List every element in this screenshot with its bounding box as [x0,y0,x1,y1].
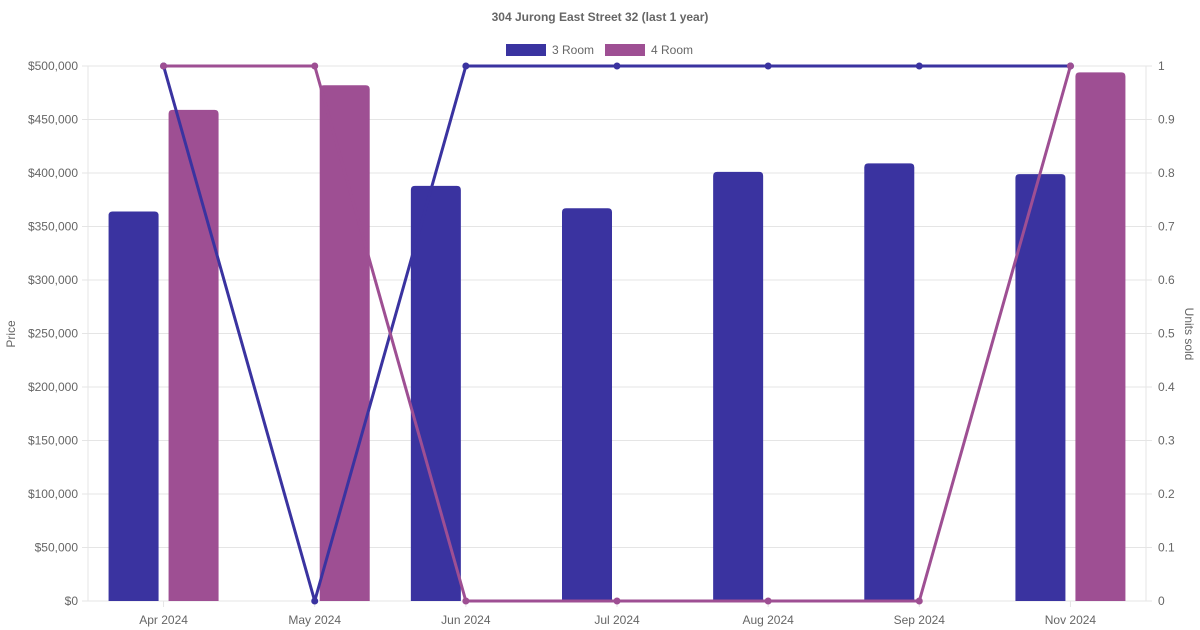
lines [160,62,1074,605]
y-left-tick-label: $200,000 [28,380,78,394]
x-tick-label-sep-2024: Sep 2024 [894,613,946,627]
point-4-room-aug-2024 [764,597,772,605]
y-right-tick-label: 1 [1158,59,1165,73]
point-3-room-jul-2024 [613,62,621,70]
legend-item-4-room[interactable]: 4 Room [605,43,693,57]
point-3-room-jun-2024 [462,62,470,70]
bar-3-room-sep-2024 [864,163,915,601]
bar-4-room-apr-2024 [168,109,219,602]
bar-3-room-nov-2024 [1015,174,1066,601]
bars [108,72,1126,602]
point-4-room-may-2024 [311,62,319,70]
point-4-room-jun-2024 [462,597,470,605]
bar-3-room-jun-2024 [410,185,461,601]
legend-label-4-room: 4 Room [651,43,693,57]
legend-swatch-3-room [506,44,546,56]
y-axis-left: $0 $50,000 $100,000 $150,000 $200,000 $250,00… [28,59,78,608]
point-4-room-apr-2024 [160,62,168,70]
chart-title: 304 Jurong East Street 32 (last 1 year) [492,10,709,24]
x-tick-label-jul-2024: Jul 2024 [594,613,640,627]
y-right-tick-label: 0.4 [1158,380,1175,394]
y-left-tick-label: $350,000 [28,220,78,234]
y-left-tick-label: $400,000 [28,166,78,180]
y-right-tick-label: 0.8 [1158,166,1175,180]
y-right-tick-label: 0.6 [1158,273,1175,287]
y-left-tick-label: $500,000 [28,59,78,73]
bar-4-room-may-2024 [319,85,370,601]
y-left-tick-label: $100,000 [28,487,78,501]
legend: 3 Room 4 Room [506,43,693,57]
point-4-room-sep-2024 [915,597,923,605]
y-right-tick-label: 0.3 [1158,434,1175,448]
x-tick-label-may-2024: May 2024 [288,613,341,627]
y-left-tick-label: $150,000 [28,434,78,448]
point-4-room-jul-2024 [613,597,621,605]
y-right-tick-label: 0.5 [1158,327,1175,341]
x-axis: Apr 2024 May 2024 Jun 2024 Jul 2024 Aug 2024… [139,613,1096,627]
y-left-tick-label: $300,000 [28,273,78,287]
y-left-tick-label: $450,000 [28,113,78,127]
y-left-tick-label: $250,000 [28,327,78,341]
bar-3-room-aug-2024 [713,171,764,601]
legend-swatch-4-room [605,44,645,56]
legend-label-3-room: 3 Room [552,43,594,57]
point-3-room-may-2024 [311,597,319,605]
x-tick-label-jun-2024: Jun 2024 [441,613,491,627]
y-axis-right-label: Units sold [1182,308,1196,361]
y-right-tick-label: 0.1 [1158,541,1175,555]
y-left-tick-label: $0 [65,594,79,608]
grid [82,65,1152,607]
y-right-tick-label: 0.7 [1158,220,1175,234]
point-4-room-nov-2024 [1066,62,1074,70]
point-3-room-sep-2024 [915,62,923,70]
y-right-tick-label: 0.2 [1158,487,1175,501]
y-right-tick-label: 0.9 [1158,113,1175,127]
y-left-tick-label: $50,000 [35,541,79,555]
x-tick-label-apr-2024: Apr 2024 [139,613,188,627]
x-tick-label-nov-2024: Nov 2024 [1045,613,1097,627]
y-axis-left-label: Price [4,320,18,348]
x-tick-label-aug-2024: Aug 2024 [742,613,794,627]
bar-4-room-nov-2024 [1075,72,1126,602]
bar-3-room-jul-2024 [562,208,612,601]
y-axis-right: 0 0.1 0.2 0.3 0.4 0.5 0.6 0.7 0.8 0.9 1 [1158,59,1175,608]
bar-3-room-apr-2024 [108,211,159,601]
point-3-room-aug-2024 [764,62,772,70]
legend-item-3-room[interactable]: 3 Room [506,43,594,57]
y-right-tick-label: 0 [1158,594,1165,608]
